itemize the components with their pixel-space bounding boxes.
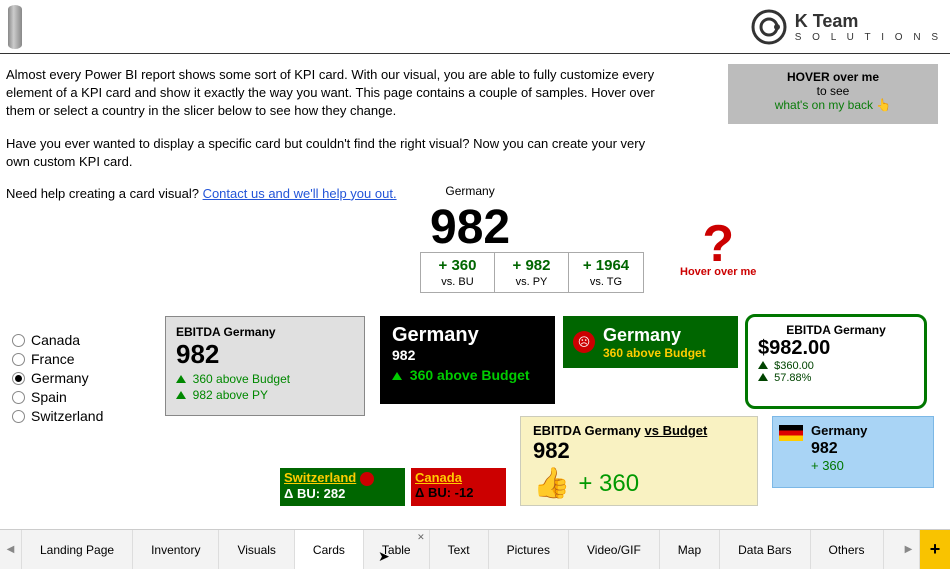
tab-landing-page[interactable]: Landing Page bbox=[22, 530, 133, 569]
slicer-item-label: Germany bbox=[31, 370, 89, 386]
tab-add-button[interactable]: + bbox=[920, 530, 950, 569]
card2-title: Germany bbox=[392, 324, 543, 347]
report-canvas: Almost every Power BI report shows some … bbox=[0, 54, 950, 529]
kpi-card-outlined[interactable]: EBITDA Germany $982.00 $360.00 57.88% bbox=[745, 314, 927, 409]
tab-visuals[interactable]: Visuals bbox=[219, 530, 294, 569]
face-icon bbox=[360, 472, 374, 486]
tab-nav-next[interactable]: ▶ bbox=[898, 530, 920, 569]
card4-title: EBITDA Germany bbox=[758, 323, 914, 337]
tab-text[interactable]: Text bbox=[430, 530, 489, 569]
tab-data-bars[interactable]: Data Bars bbox=[720, 530, 810, 569]
slicer-item-switzerland[interactable]: Switzerland bbox=[12, 408, 152, 424]
card6-row: + 360 bbox=[811, 458, 867, 473]
card1-value: 982 bbox=[176, 339, 354, 370]
hover-box-l3: what's on my back 👆 bbox=[734, 98, 932, 112]
brand-logo: K Team S O L U T I O N S bbox=[749, 7, 942, 47]
hover-box-l1: HOVER over me bbox=[734, 70, 932, 84]
brand-sub: S O L U T I O N S bbox=[795, 32, 942, 43]
radio-icon bbox=[12, 391, 25, 404]
header-icon bbox=[8, 5, 22, 49]
card3-row: 360 above Budget bbox=[603, 346, 706, 360]
card1-title: EBITDA Germany bbox=[176, 325, 354, 339]
hover-box-l2: to see bbox=[734, 84, 932, 98]
card7-title: Switzerland bbox=[284, 470, 356, 485]
intro-p3: Need help creating a card visual? Contac… bbox=[6, 185, 656, 203]
card5-value: 982 bbox=[533, 438, 745, 464]
tab-close-icon[interactable]: ✕ bbox=[417, 532, 425, 543]
tab-video-gif[interactable]: Video/GIF bbox=[569, 530, 660, 569]
tab-inventory[interactable]: Inventory bbox=[133, 530, 219, 569]
header: K Team S O L U T I O N S bbox=[0, 0, 950, 54]
tab-map[interactable]: Map bbox=[660, 530, 720, 569]
intro-p2: Have you ever wanted to display a specif… bbox=[6, 135, 656, 171]
hover-red-text: Hover over me bbox=[680, 266, 756, 278]
tab-table[interactable]: Table✕ bbox=[364, 530, 430, 569]
kpi-card-grey[interactable]: EBITDA Germany 982 360 above Budget 982 … bbox=[165, 316, 365, 416]
card4-value: $982.00 bbox=[758, 337, 914, 360]
center-kpi[interactable]: Germany 982 bbox=[430, 184, 510, 252]
sad-face-icon: ☹ bbox=[573, 331, 595, 353]
card6-value: 982 bbox=[811, 440, 867, 458]
card8-delta: Δ BU: -12 bbox=[415, 485, 502, 500]
kpi-card-canada[interactable]: Canada Δ BU: -12 bbox=[411, 468, 506, 506]
hover-red[interactable]: ? Hover over me bbox=[680, 224, 756, 278]
tab-nav-prev[interactable]: ◀ bbox=[0, 530, 22, 569]
tab-others[interactable]: Others bbox=[811, 530, 884, 569]
kpi-card-yellow[interactable]: EBITDA Germany vs Budget 982 👍 + 360 bbox=[520, 416, 758, 506]
radio-icon bbox=[12, 372, 25, 385]
hover-box[interactable]: HOVER over me to see what's on my back 👆 bbox=[728, 64, 938, 124]
slicer-item-canada[interactable]: Canada bbox=[12, 332, 152, 348]
slicer-item-spain[interactable]: Spain bbox=[12, 389, 152, 405]
intro-p1: Almost every Power BI report shows some … bbox=[6, 66, 656, 121]
kpi-card-green[interactable]: ☹ Germany 360 above Budget bbox=[563, 316, 738, 368]
card4-row2: 57.88% bbox=[758, 372, 914, 384]
card1-row2: 982 above PY bbox=[176, 388, 354, 402]
slicer-item-label: Canada bbox=[31, 332, 80, 348]
slicer-item-label: Spain bbox=[31, 389, 67, 405]
center-kpi-country: Germany bbox=[430, 184, 510, 198]
kpi-card-black[interactable]: Germany 982 360 above Budget bbox=[380, 316, 555, 404]
card6-title: Germany bbox=[811, 423, 867, 438]
page-tabstrip: ◀ Landing PageInventoryVisualsCardsTable… bbox=[0, 529, 950, 569]
card2-value: 982 bbox=[392, 347, 543, 363]
center-kpi-table: + 360vs. BU+ 982vs. PY+ 1964vs. TG bbox=[420, 252, 644, 293]
card5-title: EBITDA Germany vs Budget bbox=[533, 423, 745, 438]
card8-title: Canada bbox=[415, 470, 502, 485]
center-cell: + 1964vs. TG bbox=[569, 253, 643, 292]
country-slicer: Canada France Germany Spain Switzerland bbox=[12, 332, 152, 427]
radio-icon bbox=[12, 353, 25, 366]
card3-title: Germany bbox=[603, 325, 706, 346]
germany-flag-icon bbox=[779, 425, 803, 441]
kpi-card-switzerland[interactable]: Switzerland Δ BU: 282 bbox=[280, 468, 405, 506]
center-cell: + 982vs. PY bbox=[495, 253, 569, 292]
brand-name: K Team bbox=[795, 11, 859, 31]
thumbs-up-icon: 👍 bbox=[533, 466, 570, 501]
card1-row1: 360 above Budget bbox=[176, 372, 354, 386]
center-cell: + 360vs. BU bbox=[421, 253, 495, 292]
radio-icon bbox=[12, 410, 25, 423]
card4-row1: $360.00 bbox=[758, 360, 914, 372]
slicer-item-france[interactable]: France bbox=[12, 351, 152, 367]
center-kpi-value: 982 bbox=[430, 204, 510, 252]
slicer-item-germany[interactable]: Germany bbox=[12, 370, 152, 386]
radio-icon bbox=[12, 334, 25, 347]
tab-pictures[interactable]: Pictures bbox=[489, 530, 569, 569]
card5-row: 👍 + 360 bbox=[533, 466, 745, 501]
intro-text: Almost every Power BI report shows some … bbox=[6, 66, 656, 217]
slicer-item-label: France bbox=[31, 351, 75, 367]
brand-swirl-icon bbox=[749, 7, 789, 47]
slicer-item-label: Switzerland bbox=[31, 408, 103, 424]
tab-cards[interactable]: Cards bbox=[295, 530, 364, 569]
card7-delta: Δ BU: 282 bbox=[284, 486, 401, 501]
card2-row: 360 above Budget bbox=[392, 367, 543, 383]
kpi-card-blue[interactable]: Germany 982 + 360 bbox=[772, 416, 934, 488]
question-icon: ? bbox=[680, 224, 756, 266]
contact-link[interactable]: Contact us and we'll help you out. bbox=[203, 186, 397, 201]
